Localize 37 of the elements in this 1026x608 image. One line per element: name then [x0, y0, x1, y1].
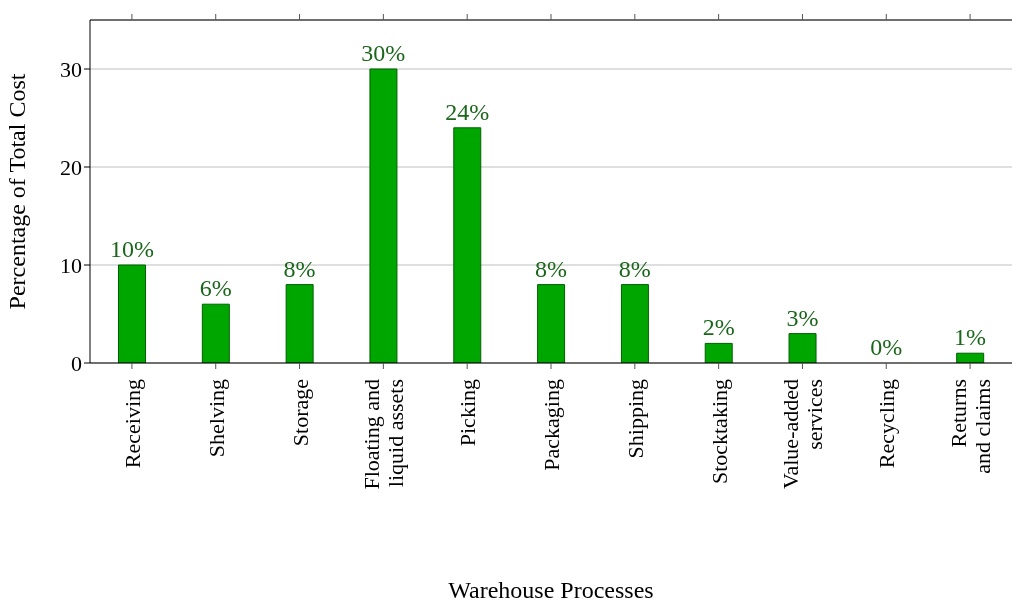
bar: [620, 284, 649, 363]
bar: [788, 333, 817, 363]
data-label: 10%: [109, 236, 154, 262]
x-tick-label: Floating and liquid assets: [359, 379, 409, 490]
bar: [453, 127, 482, 363]
y-tick-label: 20: [60, 154, 82, 180]
x-tick-label: Shipping: [622, 379, 648, 459]
data-label: 0%: [870, 334, 903, 360]
bar: [704, 342, 733, 363]
data-label: 8%: [618, 255, 651, 282]
x-tick-label: Shelving: [203, 379, 229, 458]
y-tick-label: 0: [71, 350, 82, 376]
x-tick-label: Receiving: [119, 379, 145, 469]
bar: [201, 303, 230, 363]
y-tick-label: 10: [60, 252, 82, 278]
data-label: 1%: [954, 324, 987, 351]
x-tick-label: Picking: [455, 379, 481, 447]
data-label: 2%: [702, 314, 735, 341]
data-label: 8%: [283, 255, 316, 282]
data-label: 6%: [199, 275, 232, 302]
x-tick-label: Value-added services: [778, 379, 828, 489]
bar: [537, 284, 566, 363]
x-tick-label: Packaging: [539, 379, 564, 471]
x-tick-label: Returns and claims: [946, 379, 996, 474]
x-tick-label: Recycling: [874, 379, 900, 469]
bar: [285, 284, 314, 363]
bar: [118, 264, 146, 363]
data-label: 8%: [535, 255, 567, 282]
bar: [369, 68, 398, 363]
x-tick-label: Storage: [287, 379, 313, 447]
data-label: 24%: [445, 98, 490, 125]
data-label: 3%: [786, 304, 819, 331]
data-label: 30%: [361, 40, 406, 66]
x-axis-title: Warehouse Processes: [448, 577, 654, 603]
x-tick-label: Stocktaking: [706, 379, 732, 485]
y-tick-label: 30: [60, 56, 82, 82]
y-axis-title: Percentage of Total Cost: [3, 73, 30, 310]
